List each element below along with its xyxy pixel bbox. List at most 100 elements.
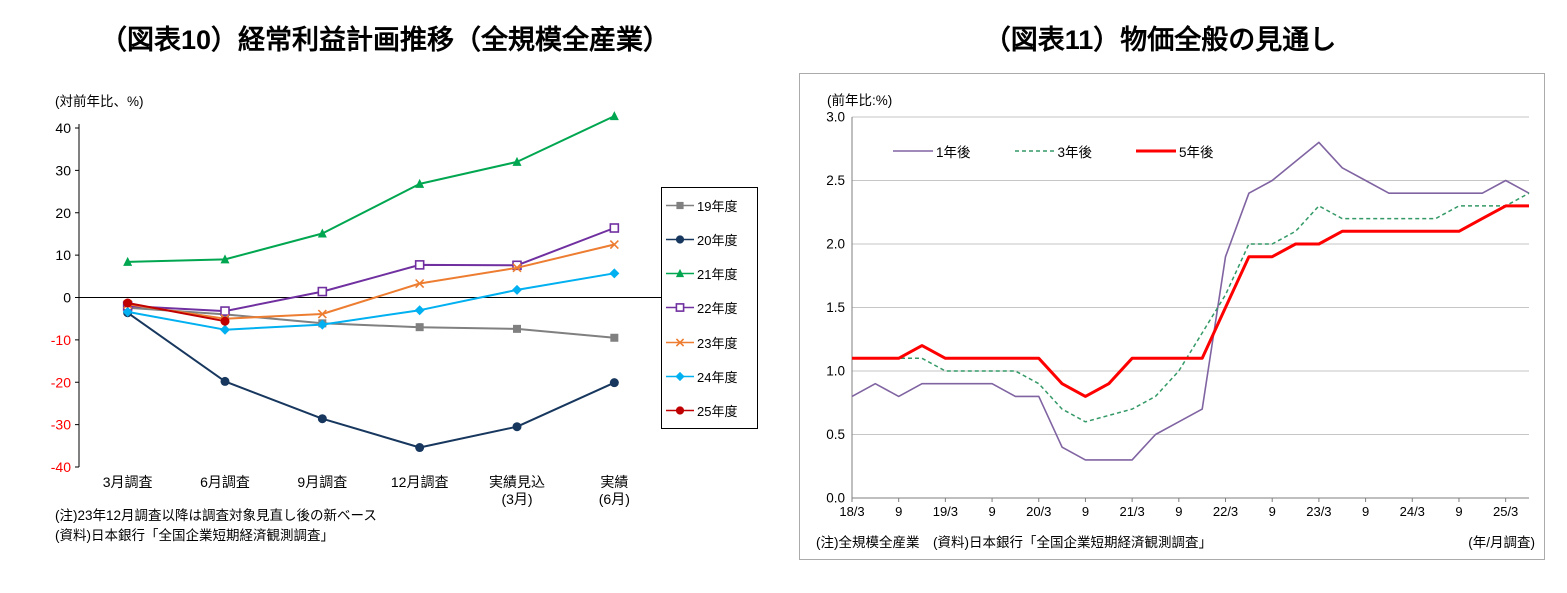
x-tick-label: 20/3 [1026, 504, 1051, 519]
series-line-fy20 [127, 311, 615, 449]
y-tick-label: 10 [55, 247, 71, 263]
marker-x [415, 278, 425, 289]
y-tick-label: -30 [51, 417, 71, 433]
y-tick-label: 1.5 [826, 300, 845, 315]
marker-triangle [123, 256, 133, 266]
marker-circle [675, 235, 685, 244]
x-category-label: 実績 [600, 474, 628, 490]
y-tick-label: 0.5 [826, 427, 845, 442]
marker-triangle [317, 228, 327, 238]
marker-circle [512, 422, 522, 432]
fig10-note-2: (資料)日本銀行「全国企業短期経済観測調査」 [55, 528, 334, 544]
fig11-legend-item-y3: 3年後 [1014, 141, 1093, 161]
legend-sample [1136, 149, 1177, 153]
x-category-label: (3月) [501, 491, 532, 507]
legend-label: 20年度 [697, 233, 738, 249]
fig10-y-axis-unit: (対前年比、%) [55, 94, 144, 109]
fig11-y-axis-unit: (前年比:%) [827, 93, 893, 108]
y-tick-label: -20 [51, 374, 71, 390]
y-tick-label: 1.0 [826, 364, 845, 379]
fig10-legend-item-fy19: 19年度 [666, 196, 753, 215]
marker-circle [220, 316, 230, 326]
x-tick-label: 19/3 [933, 504, 958, 519]
marker-square [513, 324, 521, 333]
x-tick-label: 9 [895, 504, 902, 519]
y-tick-label: 0 [63, 290, 71, 306]
legend-label: 1年後 [936, 145, 971, 160]
y-tick-label: 40 [55, 120, 71, 136]
x-tick-label: 24/3 [1400, 504, 1425, 519]
fig11-legend-item-y5: 5年後 [1136, 141, 1214, 161]
marker-square-open [675, 303, 685, 313]
legend-label: 22年度 [697, 301, 738, 317]
legend-sample [666, 371, 694, 381]
marker-circle [123, 298, 133, 308]
series-line-fy22 [127, 227, 615, 313]
fig11-chart: 0.0 0.5 1.0 1.5 2.0 2.5 3.0 18/3 9 19/3 9 20/3 9 21/3… [826, 110, 1530, 519]
fig10-legend-item-fy24: 24年度 [666, 367, 753, 386]
marker-circle [675, 406, 685, 415]
fig11-legend: 1年後 3年後 5年後 [893, 141, 1214, 161]
fig10-legend: 19年度 20年度 21年度 22年度 23年度 24年度 25年度 [661, 187, 758, 429]
fig10-legend-item-fy21: 21年度 [666, 264, 753, 283]
marker-triangle [609, 111, 619, 121]
y-tick-label: 2.5 [826, 173, 845, 188]
legend-sample [666, 201, 694, 210]
marker-triangle [415, 178, 425, 188]
marker-x [317, 309, 327, 319]
marker-diamond [220, 324, 230, 335]
x-tick-label: 23/3 [1306, 504, 1331, 519]
fig10-notes: (注)23年12月調査以降は調査対象見直し後の新ベース (資料)日本銀行「全国企… [55, 506, 377, 547]
marker-diamond [414, 305, 425, 316]
series-line-fy23 [127, 243, 615, 320]
series-line-fy21 [127, 115, 615, 263]
x-category-label: 6月調査 [200, 474, 250, 490]
legend-sample [666, 303, 694, 313]
fig11-x-axis-note: (年/月調査) [1468, 535, 1535, 550]
fig10-legend-item-fy20: 20年度 [666, 230, 753, 249]
legend-sample [1014, 150, 1055, 152]
legend-label: 21年度 [697, 267, 738, 283]
marker-diamond [317, 319, 328, 330]
x-category-label: (6月) [599, 491, 630, 507]
marker-square-open [414, 260, 425, 270]
fig10-note-1: (注)23年12月調査以降は調査対象見直し後の新ベース [55, 508, 377, 523]
marker-triangle [220, 254, 230, 264]
marker-square-open [512, 260, 522, 271]
marker-diamond [675, 371, 685, 381]
series-line-fy24 [127, 272, 615, 331]
y-tick-label: 2.0 [826, 237, 845, 252]
marker-triangle [675, 269, 685, 278]
marker-circle [609, 378, 619, 388]
fig11-title: （図表11）物価全般の見通し [983, 25, 1337, 55]
y-tick-label: 3.0 [826, 110, 845, 125]
marker-circle [220, 376, 230, 386]
legend-label: 24年度 [697, 369, 738, 385]
marker-diamond [122, 306, 133, 317]
marker-square [676, 201, 684, 210]
fig10-chart: -40 -30 -20 -10 0 10 20 30 40 3月調査 6月調査 9月調査 12月調査 実績… [51, 111, 663, 507]
y-tick-label: 20 [55, 205, 71, 221]
series-line-y3 [852, 192, 1530, 423]
y-tick-label: -40 [51, 459, 71, 475]
legend-label: 5年後 [1179, 145, 1214, 160]
legend-label: 25年度 [697, 403, 738, 419]
series-line-y1 [851, 141, 1530, 461]
fig11-frame [799, 73, 1545, 560]
x-tick-label: 9 [1362, 504, 1369, 519]
fig10-legend-item-fy23: 23年度 [666, 333, 753, 352]
x-tick-label: 9 [1269, 504, 1276, 519]
marker-x [675, 337, 685, 347]
legend-label: 3年後 [1057, 145, 1093, 160]
marker-square-open [317, 286, 328, 297]
x-tick-label: 25/3 [1493, 504, 1518, 519]
x-category-label: 実績見込 [489, 474, 545, 490]
x-tick-label: 21/3 [1119, 504, 1144, 519]
x-tick-label: 9 [1082, 504, 1089, 519]
legend-sample [666, 337, 694, 347]
marker-diamond [512, 284, 522, 295]
x-tick-label: 9 [1175, 504, 1182, 519]
y-tick-label: 0.0 [826, 491, 845, 506]
series-line-fy19 [127, 306, 615, 339]
marker-triangle [512, 156, 522, 166]
